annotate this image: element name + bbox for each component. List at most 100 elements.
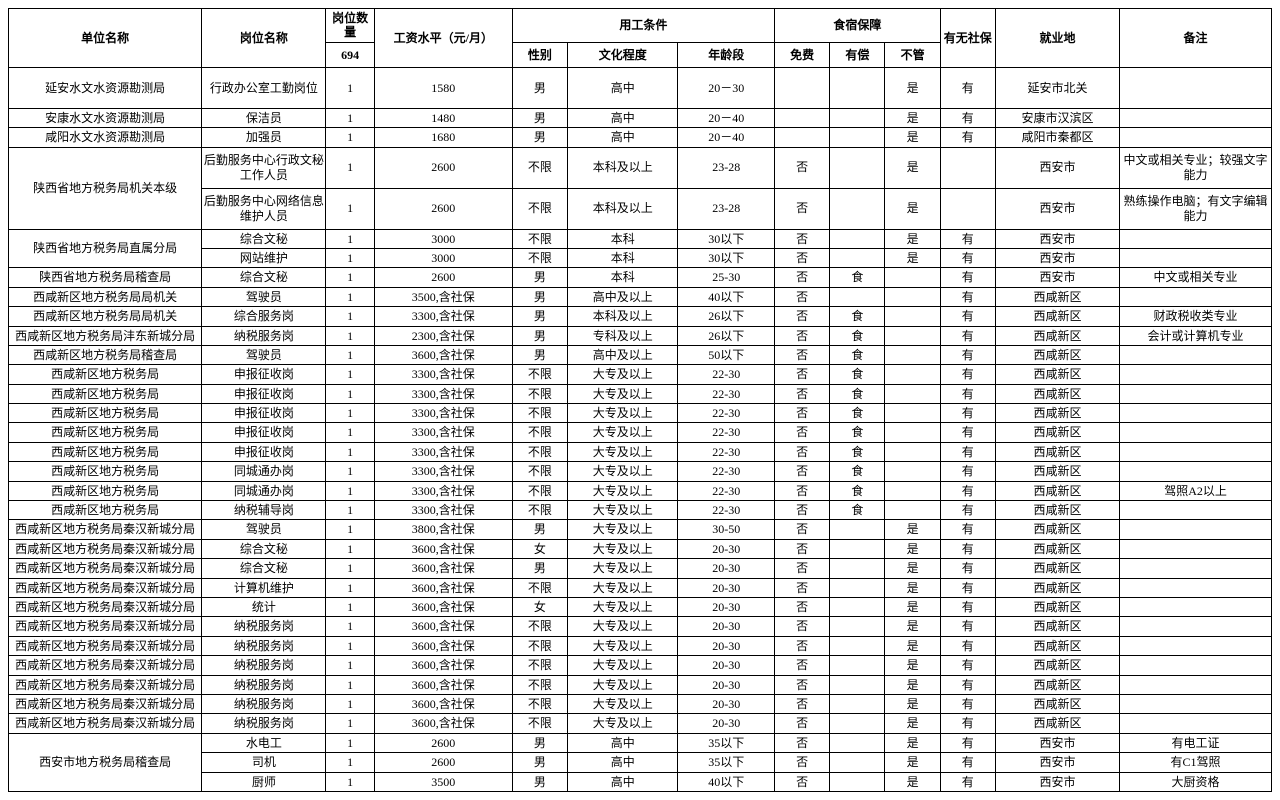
cell-social: 有 [940, 714, 995, 733]
cell-salary: 3300,含社保 [374, 384, 512, 403]
cell-note: 中文或相关专业 [1120, 268, 1272, 287]
cell-salary: 2600 [374, 733, 512, 752]
cell-salary: 3300,含社保 [374, 404, 512, 423]
cell-salary: 3500 [374, 772, 512, 791]
table-row: 西咸新区地方税务局秦汉新城分局综合文秘13600,含社保男大专及以上20-30否… [9, 559, 1272, 578]
cell-free: 否 [775, 423, 830, 442]
cell-qty: 1 [326, 268, 374, 287]
table-row: 西咸新区地方税务局秦汉新城分局综合文秘13600,含社保女大专及以上20-30否… [9, 539, 1272, 558]
cell-social: 有 [940, 694, 995, 713]
cell-paid [830, 733, 885, 752]
table-body: 延安水文水资源勘测局行政办公室工勤岗位11580男高中20－30是有延安市北关安… [9, 67, 1272, 791]
cell-qty: 1 [326, 636, 374, 655]
cell-free: 否 [775, 248, 830, 267]
cell-salary: 3600,含社保 [374, 714, 512, 733]
cell-none: 是 [885, 108, 940, 127]
cell-age: 40以下 [678, 287, 775, 306]
cell-qty: 1 [326, 188, 374, 229]
table-row: 西咸新区地方税务局沣东新城分局纳税服务岗12300,含社保男专科及以上26以下否… [9, 326, 1272, 345]
cell-education: 大专及以上 [568, 423, 678, 442]
cell-none: 是 [885, 229, 940, 248]
cell-note [1120, 67, 1272, 108]
cell-education: 大专及以上 [568, 636, 678, 655]
cell-age: 23-28 [678, 188, 775, 229]
cell-qty: 1 [326, 597, 374, 616]
cell-note [1120, 108, 1272, 127]
cell-qty: 1 [326, 384, 374, 403]
cell-education: 大专及以上 [568, 501, 678, 520]
cell-free: 否 [775, 520, 830, 539]
cell-salary: 3600,含社保 [374, 617, 512, 636]
cell-free [775, 108, 830, 127]
cell-qty: 1 [326, 694, 374, 713]
cell-age: 20-30 [678, 656, 775, 675]
header-unit: 单位名称 [9, 9, 202, 68]
recruitment-table: 单位名称 岗位名称 岗位数量 工资水平（元/月） 用工条件 食宿保障 有无社保 … [8, 8, 1272, 792]
cell-qty: 1 [326, 675, 374, 694]
cell-age: 35以下 [678, 753, 775, 772]
cell-note: 中文或相关专业；较强文字能力 [1120, 147, 1272, 188]
cell-social [940, 147, 995, 188]
cell-age: 26以下 [678, 326, 775, 345]
cell-location: 西咸新区 [995, 539, 1119, 558]
cell-education: 大专及以上 [568, 694, 678, 713]
cell-social: 有 [940, 559, 995, 578]
cell-free: 否 [775, 733, 830, 752]
cell-note [1120, 656, 1272, 675]
cell-paid [830, 753, 885, 772]
cell-gender: 不限 [512, 714, 567, 733]
cell-location: 西咸新区 [995, 578, 1119, 597]
cell-paid: 食 [830, 442, 885, 461]
cell-qty: 1 [326, 772, 374, 791]
cell-location: 西咸新区 [995, 462, 1119, 481]
cell-none [885, 462, 940, 481]
cell-free: 否 [775, 753, 830, 772]
cell-paid: 食 [830, 307, 885, 326]
cell-none: 是 [885, 694, 940, 713]
cell-gender: 女 [512, 539, 567, 558]
cell-unit: 西咸新区地方税务局秦汉新城分局 [9, 636, 202, 655]
cell-gender: 男 [512, 733, 567, 752]
cell-unit: 西咸新区地方税务局 [9, 442, 202, 461]
table-row: 西咸新区地方税务局秦汉新城分局驾驶员13800,含社保男大专及以上30-50否是… [9, 520, 1272, 539]
cell-education: 大专及以上 [568, 617, 678, 636]
cell-none [885, 287, 940, 306]
cell-position: 水电工 [202, 733, 326, 752]
cell-location: 西咸新区 [995, 636, 1119, 655]
cell-position: 综合文秘 [202, 268, 326, 287]
cell-unit: 西咸新区地方税务局 [9, 481, 202, 500]
cell-location: 西安市 [995, 733, 1119, 752]
cell-education: 大专及以上 [568, 578, 678, 597]
cell-location: 西咸新区 [995, 481, 1119, 500]
cell-education: 高中 [568, 772, 678, 791]
cell-education: 大专及以上 [568, 481, 678, 500]
table-row: 西咸新区地方税务局秦汉新城分局纳税服务岗13600,含社保不限大专及以上20-3… [9, 694, 1272, 713]
cell-free: 否 [775, 462, 830, 481]
header-salary: 工资水平（元/月） [374, 9, 512, 68]
cell-qty: 1 [326, 578, 374, 597]
cell-unit: 西咸新区地方税务局秦汉新城分局 [9, 539, 202, 558]
cell-qty: 1 [326, 404, 374, 423]
cell-location: 西咸新区 [995, 423, 1119, 442]
cell-gender: 不限 [512, 501, 567, 520]
cell-none: 是 [885, 67, 940, 108]
cell-age: 22-30 [678, 423, 775, 442]
cell-social: 有 [940, 365, 995, 384]
cell-note [1120, 365, 1272, 384]
cell-age: 20-30 [678, 617, 775, 636]
cell-age: 22-30 [678, 481, 775, 500]
cell-qty: 1 [326, 714, 374, 733]
cell-qty: 1 [326, 656, 374, 675]
cell-note: 熟练操作电脑；有文字编辑能力 [1120, 188, 1272, 229]
cell-position: 网站维护 [202, 248, 326, 267]
cell-free: 否 [775, 345, 830, 364]
cell-paid: 食 [830, 404, 885, 423]
cell-age: 26以下 [678, 307, 775, 326]
cell-location: 西安市 [995, 147, 1119, 188]
cell-education: 大专及以上 [568, 597, 678, 616]
cell-free: 否 [775, 188, 830, 229]
cell-none: 是 [885, 248, 940, 267]
cell-free: 否 [775, 539, 830, 558]
cell-social: 有 [940, 520, 995, 539]
table-row: 西咸新区地方税务局同城通办岗13300,含社保不限大专及以上22-30否食有西咸… [9, 462, 1272, 481]
